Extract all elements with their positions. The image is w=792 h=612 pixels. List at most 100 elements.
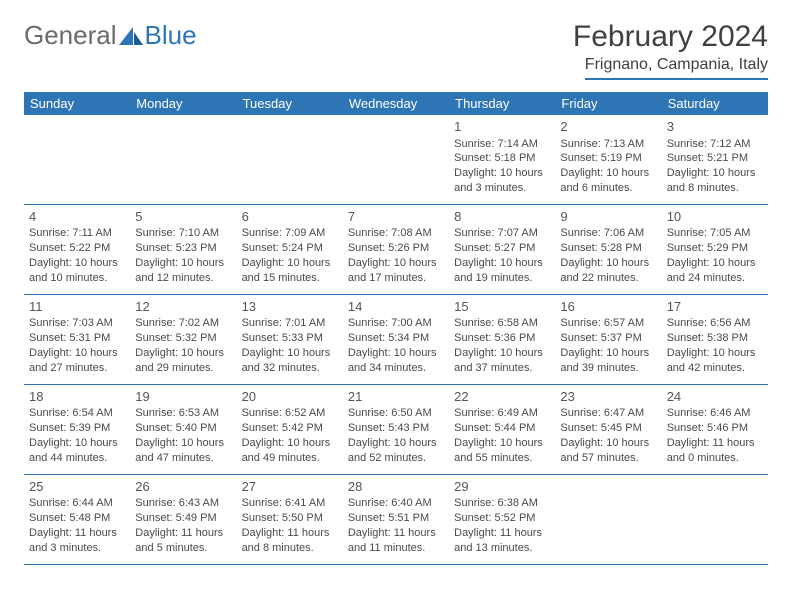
calendar-day-cell: 15Sunrise: 6:58 AMSunset: 5:36 PMDayligh… <box>449 294 555 384</box>
calendar-day-cell: 4Sunrise: 7:11 AMSunset: 5:22 PMDaylight… <box>24 204 130 294</box>
sunset-line: Sunset: 5:33 PM <box>242 331 338 346</box>
sunrise-line: Sunrise: 7:14 AM <box>454 137 550 152</box>
month-title: February 2024 <box>573 20 768 54</box>
sunrise-line: Sunrise: 7:05 AM <box>667 226 763 241</box>
brand-logo: General Blue <box>24 20 197 51</box>
daylight-line: Daylight: 10 hours and 19 minutes. <box>454 256 550 286</box>
daylight-line: Daylight: 10 hours and 47 minutes. <box>135 436 231 466</box>
day-number: 11 <box>29 298 125 316</box>
sunrise-line: Sunrise: 7:13 AM <box>560 137 656 152</box>
weekday-header: Monday <box>130 92 236 115</box>
sunset-line: Sunset: 5:43 PM <box>348 421 444 436</box>
sunrise-line: Sunrise: 7:11 AM <box>29 226 125 241</box>
sunset-line: Sunset: 5:19 PM <box>560 151 656 166</box>
sunrise-line: Sunrise: 7:03 AM <box>29 316 125 331</box>
sunset-line: Sunset: 5:45 PM <box>560 421 656 436</box>
daylight-line: Daylight: 11 hours and 13 minutes. <box>454 526 550 556</box>
calendar-day-cell: 5Sunrise: 7:10 AMSunset: 5:23 PMDaylight… <box>130 204 236 294</box>
day-number: 5 <box>135 208 231 226</box>
sunset-line: Sunset: 5:48 PM <box>29 511 125 526</box>
sunset-line: Sunset: 5:40 PM <box>135 421 231 436</box>
sunrise-line: Sunrise: 6:53 AM <box>135 406 231 421</box>
calendar-table: SundayMondayTuesdayWednesdayThursdayFrid… <box>24 92 768 565</box>
sunrise-line: Sunrise: 6:49 AM <box>454 406 550 421</box>
calendar-day-cell: 14Sunrise: 7:00 AMSunset: 5:34 PMDayligh… <box>343 294 449 384</box>
day-number: 21 <box>348 388 444 406</box>
sunset-line: Sunset: 5:44 PM <box>454 421 550 436</box>
daylight-line: Daylight: 10 hours and 24 minutes. <box>667 256 763 286</box>
day-number: 8 <box>454 208 550 226</box>
sunrise-line: Sunrise: 7:01 AM <box>242 316 338 331</box>
daylight-line: Daylight: 10 hours and 3 minutes. <box>454 166 550 196</box>
daylight-line: Daylight: 10 hours and 6 minutes. <box>560 166 656 196</box>
sunrise-line: Sunrise: 6:57 AM <box>560 316 656 331</box>
calendar-empty-cell <box>237 115 343 204</box>
calendar-day-cell: 27Sunrise: 6:41 AMSunset: 5:50 PMDayligh… <box>237 474 343 564</box>
calendar-day-cell: 17Sunrise: 6:56 AMSunset: 5:38 PMDayligh… <box>662 294 768 384</box>
daylight-line: Daylight: 10 hours and 15 minutes. <box>242 256 338 286</box>
sunset-line: Sunset: 5:31 PM <box>29 331 125 346</box>
sunrise-line: Sunrise: 7:12 AM <box>667 137 763 152</box>
calendar-day-cell: 26Sunrise: 6:43 AMSunset: 5:49 PMDayligh… <box>130 474 236 564</box>
daylight-line: Daylight: 10 hours and 34 minutes. <box>348 346 444 376</box>
daylight-line: Daylight: 11 hours and 8 minutes. <box>242 526 338 556</box>
sunset-line: Sunset: 5:46 PM <box>667 421 763 436</box>
daylight-line: Daylight: 10 hours and 52 minutes. <box>348 436 444 466</box>
sunrise-line: Sunrise: 6:47 AM <box>560 406 656 421</box>
daylight-line: Daylight: 10 hours and 22 minutes. <box>560 256 656 286</box>
sunset-line: Sunset: 5:23 PM <box>135 241 231 256</box>
daylight-line: Daylight: 11 hours and 11 minutes. <box>348 526 444 556</box>
calendar-body: 1Sunrise: 7:14 AMSunset: 5:18 PMDaylight… <box>24 115 768 564</box>
sunset-line: Sunset: 5:37 PM <box>560 331 656 346</box>
sunset-line: Sunset: 5:36 PM <box>454 331 550 346</box>
sunrise-line: Sunrise: 6:41 AM <box>242 496 338 511</box>
calendar-day-cell: 24Sunrise: 6:46 AMSunset: 5:46 PMDayligh… <box>662 384 768 474</box>
day-number: 6 <box>242 208 338 226</box>
day-number: 3 <box>667 118 763 136</box>
day-number: 18 <box>29 388 125 406</box>
day-number: 17 <box>667 298 763 316</box>
calendar-day-cell: 29Sunrise: 6:38 AMSunset: 5:52 PMDayligh… <box>449 474 555 564</box>
day-number: 28 <box>348 478 444 496</box>
sunset-line: Sunset: 5:52 PM <box>454 511 550 526</box>
title-block: February 2024 Frignano, Campania, Italy <box>573 20 768 80</box>
daylight-line: Daylight: 10 hours and 55 minutes. <box>454 436 550 466</box>
sunrise-line: Sunrise: 6:56 AM <box>667 316 763 331</box>
daylight-line: Daylight: 10 hours and 57 minutes. <box>560 436 656 466</box>
sunrise-line: Sunrise: 6:54 AM <box>29 406 125 421</box>
daylight-line: Daylight: 10 hours and 49 minutes. <box>242 436 338 466</box>
sunset-line: Sunset: 5:24 PM <box>242 241 338 256</box>
sunrise-line: Sunrise: 6:52 AM <box>242 406 338 421</box>
day-number: 1 <box>454 118 550 136</box>
calendar-day-cell: 16Sunrise: 6:57 AMSunset: 5:37 PMDayligh… <box>555 294 661 384</box>
weekday-header-row: SundayMondayTuesdayWednesdayThursdayFrid… <box>24 92 768 115</box>
sunset-line: Sunset: 5:21 PM <box>667 151 763 166</box>
sunrise-line: Sunrise: 6:50 AM <box>348 406 444 421</box>
sunrise-line: Sunrise: 6:43 AM <box>135 496 231 511</box>
calendar-day-cell: 23Sunrise: 6:47 AMSunset: 5:45 PMDayligh… <box>555 384 661 474</box>
calendar-day-cell: 13Sunrise: 7:01 AMSunset: 5:33 PMDayligh… <box>237 294 343 384</box>
sunset-line: Sunset: 5:39 PM <box>29 421 125 436</box>
sunset-line: Sunset: 5:34 PM <box>348 331 444 346</box>
calendar-day-cell: 1Sunrise: 7:14 AMSunset: 5:18 PMDaylight… <box>449 115 555 204</box>
calendar-day-cell: 10Sunrise: 7:05 AMSunset: 5:29 PMDayligh… <box>662 204 768 294</box>
sunset-line: Sunset: 5:50 PM <box>242 511 338 526</box>
calendar-empty-cell <box>24 115 130 204</box>
daylight-line: Daylight: 10 hours and 29 minutes. <box>135 346 231 376</box>
location: Frignano, Campania, Italy <box>585 56 768 80</box>
day-number: 12 <box>135 298 231 316</box>
sunrise-line: Sunrise: 7:02 AM <box>135 316 231 331</box>
daylight-line: Daylight: 11 hours and 5 minutes. <box>135 526 231 556</box>
weekday-header: Sunday <box>24 92 130 115</box>
calendar-day-cell: 19Sunrise: 6:53 AMSunset: 5:40 PMDayligh… <box>130 384 236 474</box>
weekday-header: Wednesday <box>343 92 449 115</box>
day-number: 29 <box>454 478 550 496</box>
calendar-day-cell: 28Sunrise: 6:40 AMSunset: 5:51 PMDayligh… <box>343 474 449 564</box>
sunrise-line: Sunrise: 6:38 AM <box>454 496 550 511</box>
calendar-week-row: 18Sunrise: 6:54 AMSunset: 5:39 PM Dayligh… <box>24 384 768 474</box>
weekday-header: Tuesday <box>237 92 343 115</box>
calendar-week-row: 1Sunrise: 7:14 AMSunset: 5:18 PMDaylight… <box>24 115 768 204</box>
brand-part1: General <box>24 20 117 51</box>
daylight-line: Daylight: 10 hours and 32 minutes. <box>242 346 338 376</box>
sunrise-line: Sunrise: 7:09 AM <box>242 226 338 241</box>
